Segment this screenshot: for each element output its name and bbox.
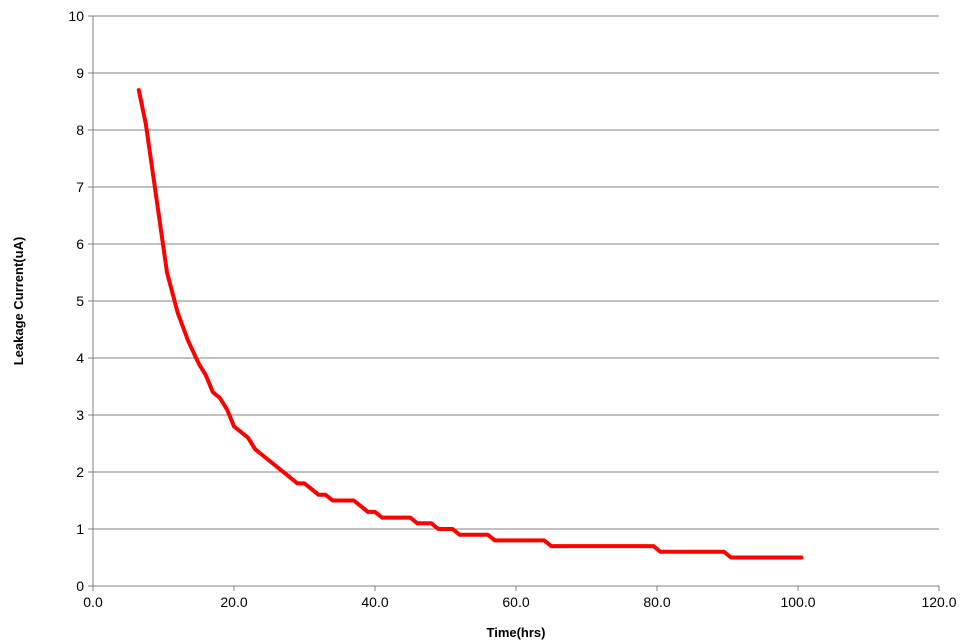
x-axis-tick-labels: 0.0 20.0 40.0 60.0 80.0 100.0 120.0 [83, 594, 956, 610]
y-axis-title: Leakage Current(uA) [11, 237, 26, 366]
x-tick-label: 100.0 [780, 594, 815, 610]
y-tick-label: 0 [76, 578, 84, 594]
y-tick-label: 3 [76, 407, 84, 423]
x-axis-title: Time(hrs) [487, 625, 546, 640]
x-tick-label: 40.0 [361, 594, 388, 610]
y-tick-label: 4 [76, 350, 84, 366]
y-tick-label: 10 [68, 8, 84, 24]
y-tick-label: 8 [76, 122, 84, 138]
grid-lines [93, 15, 939, 530]
y-tick-label: 5 [76, 293, 84, 309]
y-axis-tick-labels: 0 1 2 3 4 5 6 7 8 9 10 [68, 8, 84, 594]
y-tick-label: 7 [76, 179, 84, 195]
x-tick-label: 120.0 [921, 594, 956, 610]
y-tick-label: 9 [76, 65, 84, 81]
y-tick-label: 6 [76, 236, 84, 252]
x-tick-label: 0.0 [83, 594, 103, 610]
x-tick-label: 80.0 [643, 594, 670, 610]
y-tick-label: 1 [76, 521, 84, 537]
x-tick-label: 60.0 [502, 594, 529, 610]
x-tick-label: 20.0 [220, 594, 247, 610]
series-line [136, 88, 804, 560]
series-group [136, 88, 804, 560]
y-tick-label: 2 [76, 464, 84, 480]
axes [88, 15, 940, 591]
